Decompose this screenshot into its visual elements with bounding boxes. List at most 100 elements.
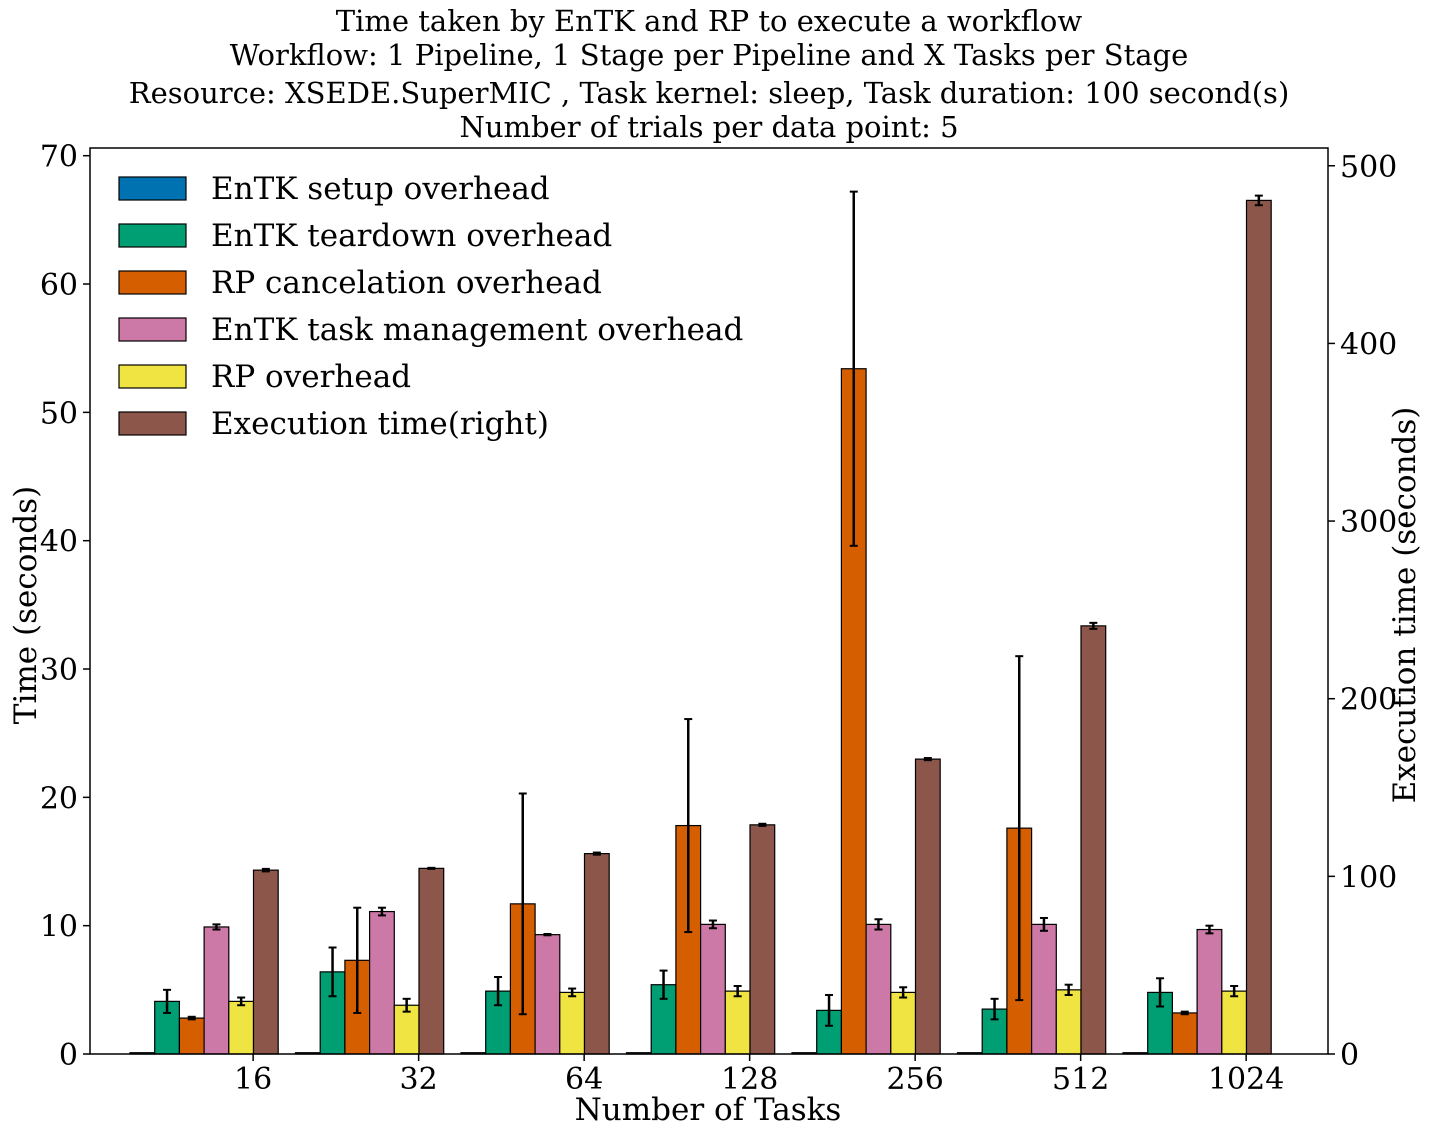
legend-swatch <box>118 223 187 248</box>
error-bar-6-512 <box>1089 621 1098 630</box>
error-bar-6-64 <box>592 851 601 856</box>
right-tick-label: 400 <box>1340 327 1397 362</box>
legend-swatch <box>118 317 187 342</box>
error-bar-3-32 <box>353 906 362 1014</box>
x-axis: 16 32 64 128 256 512 1024 <box>234 1054 1284 1097</box>
bar-4-256 <box>865 923 892 1055</box>
error-bar-6-128 <box>758 822 767 827</box>
error-bar-2-64 <box>494 976 503 1007</box>
bar-4-1024 <box>1196 928 1223 1055</box>
error-bar-2-1024 <box>1156 977 1165 1008</box>
error-bar-5-1024 <box>1230 984 1239 998</box>
error-bar-4-16 <box>212 923 221 931</box>
title-line-1: Time taken by EnTK and RP to execute a w… <box>336 4 1083 38</box>
legend-label: RP overhead <box>211 359 411 395</box>
bar-6-128 <box>749 824 776 1055</box>
left-tick-label: 50 <box>40 396 78 431</box>
bar-3-1024 <box>1171 1012 1198 1055</box>
title-line-3: Resource: XSEDE.SuperMIC , Task kernel: … <box>129 76 1290 110</box>
plot-frame <box>89 147 1329 1055</box>
legend-item-4: EnTK task management overhead <box>118 312 743 348</box>
error-bar-6-1024 <box>1254 194 1263 207</box>
right-tick-label: 500 <box>1340 150 1397 185</box>
bar-6-1024 <box>1245 199 1272 1055</box>
right-tick-label: 200 <box>1340 683 1397 718</box>
x-tick-label: 32 <box>400 1062 438 1097</box>
bar-5-1024 <box>1221 990 1248 1055</box>
bar-6-512 <box>1080 625 1107 1055</box>
x-tick-label: 64 <box>565 1062 603 1097</box>
bar-5-64 <box>559 991 586 1055</box>
error-bars-layer <box>163 190 1263 1027</box>
error-bar-2-32 <box>328 946 337 998</box>
error-bar-5-32 <box>402 997 411 1013</box>
error-bar-3-16 <box>187 1015 196 1021</box>
legend-label: EnTK task management overhead <box>211 312 743 348</box>
bar-4-128 <box>699 923 726 1055</box>
left-y-axis: 0 10 20 30 40 50 60 70 <box>40 140 90 1073</box>
left-tick-label: 60 <box>40 268 78 303</box>
y-axis-label-left: Time (seconds) <box>8 486 44 724</box>
error-bar-5-64 <box>568 987 577 998</box>
error-bar-3-256 <box>849 190 858 547</box>
left-tick-label: 30 <box>40 653 78 688</box>
error-bar-3-1024 <box>1180 1010 1189 1016</box>
right-tick-label: 0 <box>1340 1038 1359 1073</box>
error-bar-4-128 <box>708 919 717 930</box>
right-tick-label: 300 <box>1340 505 1397 540</box>
error-bar-4-1024 <box>1205 924 1214 935</box>
bar-5-128 <box>724 990 751 1055</box>
x-tick-label: 128 <box>721 1062 778 1097</box>
legend-swatch <box>118 364 187 389</box>
error-bar-5-512 <box>1064 983 1073 996</box>
bar-4-32 <box>369 910 395 1055</box>
error-bar-4-64 <box>543 933 552 937</box>
right-y-axis: 0 100 200 300 400 500 <box>1328 150 1397 1073</box>
legend-item-1: EnTK setup overhead <box>118 171 550 207</box>
bar-6-256 <box>914 758 941 1055</box>
error-bar-4-512 <box>1039 916 1048 932</box>
legend: EnTK setup overhead EnTK teardown overhea… <box>118 171 743 442</box>
error-bar-2-16 <box>163 988 172 1014</box>
right-tick-label: 100 <box>1340 860 1397 895</box>
legend-swatch <box>118 411 187 436</box>
legend-label: RP cancelation overhead <box>211 265 602 301</box>
error-bar-3-64 <box>518 792 527 1016</box>
bar-4-64 <box>534 934 561 1055</box>
error-bar-4-256 <box>874 918 883 931</box>
error-bar-5-256 <box>899 986 908 999</box>
bar-4-512 <box>1030 923 1057 1055</box>
error-bar-5-128 <box>733 984 742 998</box>
x-tick-label: 16 <box>234 1062 272 1097</box>
bar-6-16 <box>252 869 279 1055</box>
left-tick-label: 0 <box>59 1038 78 1073</box>
x-tick-label: 256 <box>887 1062 944 1097</box>
bar-5-512 <box>1055 989 1082 1055</box>
left-tick-label: 10 <box>40 910 78 945</box>
bar-3-16 <box>178 1017 205 1055</box>
error-bar-6-256 <box>923 757 932 762</box>
x-tick-label: 1024 <box>1208 1062 1284 1097</box>
left-tick-label: 70 <box>40 140 78 175</box>
bar-6-64 <box>583 853 610 1055</box>
left-tick-label: 20 <box>40 781 78 816</box>
error-bar-3-128 <box>684 718 693 934</box>
legend-item-6: Execution time(right) <box>118 406 549 442</box>
error-bar-6-32 <box>427 866 436 870</box>
bar-5-256 <box>890 991 917 1055</box>
legend-label: EnTK setup overhead <box>211 171 550 207</box>
bar-5-16 <box>228 1000 255 1055</box>
x-axis-label: Number of Tasks <box>575 1092 842 1128</box>
legend-swatch <box>118 270 187 295</box>
legend-item-5: RP overhead <box>118 359 411 395</box>
error-bar-4-32 <box>377 906 386 917</box>
legend-label: EnTK teardown overhead <box>211 218 612 254</box>
bar-4-16 <box>203 926 230 1055</box>
y-axis-label-right: Execution time (seconds) <box>1387 407 1423 804</box>
error-bar-6-16 <box>261 867 270 873</box>
legend-label: Execution time(right) <box>211 406 549 442</box>
error-bar-2-128 <box>659 969 668 1000</box>
legend-swatch <box>118 176 187 201</box>
bars-layer <box>129 199 1272 1055</box>
